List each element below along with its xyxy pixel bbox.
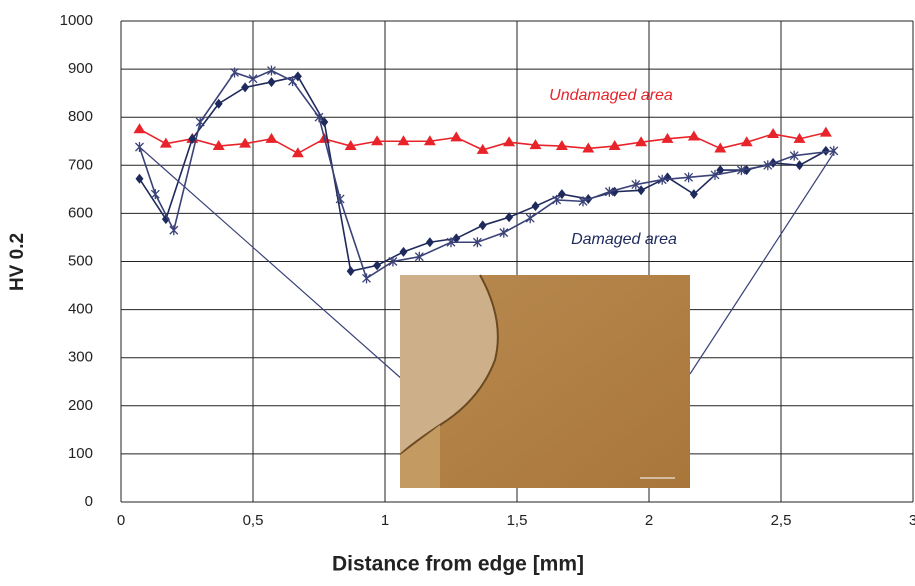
marker: [289, 76, 297, 86]
y-tick-label: 300: [68, 349, 93, 366]
annotation: Damaged area: [571, 231, 677, 248]
marker: [479, 220, 487, 230]
y-tick-label: 400: [68, 301, 93, 318]
marker: [371, 135, 383, 145]
marker: [241, 82, 249, 92]
x-tick-label: 0: [117, 512, 125, 529]
y-tick-label: 700: [68, 156, 93, 173]
marker: [267, 77, 275, 87]
marker: [363, 273, 371, 283]
x-axis-title: Distance from edge [mm]: [332, 553, 584, 576]
marker: [196, 117, 204, 127]
marker: [426, 237, 434, 247]
x-tick-label: 3: [909, 512, 915, 529]
marker: [397, 135, 409, 145]
y-tick-label: 100: [68, 445, 93, 462]
marker: [503, 136, 515, 146]
marker: [500, 228, 508, 238]
marker: [133, 123, 145, 133]
y-tick-label: 900: [68, 60, 93, 77]
annotation: Undamaged area: [549, 87, 673, 104]
x-tick-label: 0,5: [243, 512, 264, 529]
marker: [151, 189, 159, 199]
marker: [556, 140, 568, 150]
y-axis-title: HV 0.2: [7, 233, 28, 291]
marker: [249, 74, 257, 84]
marker: [820, 127, 832, 137]
marker: [135, 142, 143, 152]
marker: [795, 160, 803, 170]
marker: [531, 201, 539, 211]
y-tick-label: 800: [68, 108, 93, 125]
x-tick-label: 1: [381, 512, 389, 529]
series-line: [139, 71, 833, 279]
x-tick-label: 2,5: [771, 512, 792, 529]
marker: [347, 266, 355, 276]
marker: [231, 67, 239, 77]
marker: [292, 147, 304, 157]
y-tick-label: 500: [68, 252, 93, 269]
y-tick-label: 600: [68, 204, 93, 221]
y-tick-label: 0: [85, 493, 93, 510]
chart: 0 100 200 300 400 500 600 700 800 900 1000 0 0,5 1 1,5…: [0, 0, 915, 586]
marker: [265, 133, 277, 143]
marker: [526, 213, 534, 223]
marker: [267, 66, 275, 76]
y-tick-label: 1000: [60, 12, 93, 29]
marker: [170, 225, 178, 235]
marker: [399, 247, 407, 257]
x-tick-label: 2: [645, 512, 653, 529]
y-tick-label: 200: [68, 397, 93, 414]
inset-photo: [140, 147, 836, 488]
marker: [688, 130, 700, 140]
marker: [767, 128, 779, 138]
x-tick-label: 1,5: [507, 512, 528, 529]
marker: [450, 131, 462, 141]
